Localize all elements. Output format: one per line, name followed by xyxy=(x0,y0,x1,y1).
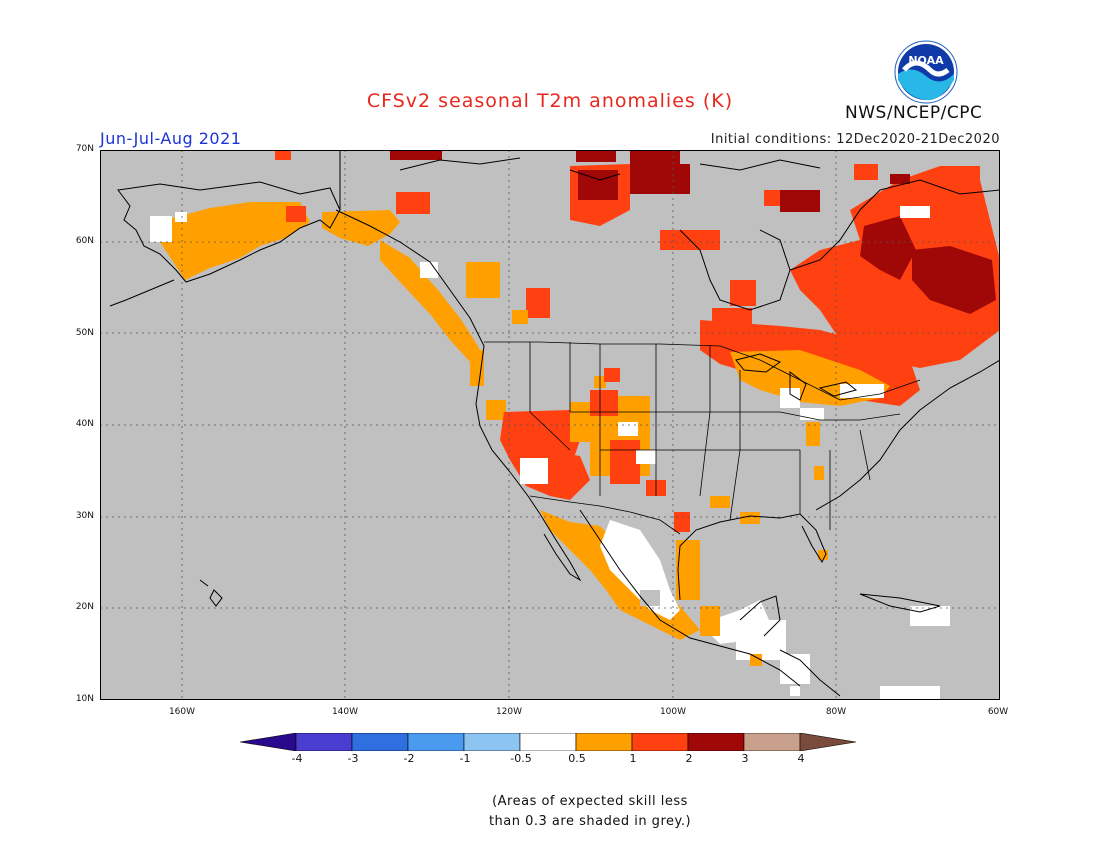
lat-label: 70N xyxy=(75,144,94,154)
skill-note-line1: (Areas of expected skill less xyxy=(492,794,688,809)
colorbar-segment xyxy=(463,733,521,751)
coastlines xyxy=(109,150,1000,697)
agency-label: NWS/NCEP/CPC xyxy=(845,103,983,123)
colorbar-segment xyxy=(631,733,689,751)
colorbar-label: -1 xyxy=(459,752,471,765)
colorbar-segment xyxy=(687,733,745,751)
colorbar-label: -0.5 xyxy=(510,752,532,765)
colorbar-label: -3 xyxy=(347,752,359,765)
lon-label: 160W xyxy=(168,707,196,717)
lat-label: 30N xyxy=(75,511,94,521)
borders xyxy=(484,341,921,535)
colorbar-label: 4 xyxy=(797,752,805,765)
lon-label: 100W xyxy=(659,707,687,717)
colorbar-segment xyxy=(743,733,801,751)
colorbar-label: -4 xyxy=(291,752,303,765)
colorbar-label: 2 xyxy=(685,752,693,765)
colorbar-label: 0.5 xyxy=(568,752,586,765)
colorbar-label: -2 xyxy=(403,752,415,765)
lat-label: 50N xyxy=(75,328,94,338)
colorbar-segment xyxy=(351,733,409,751)
colorbar-arrow-high xyxy=(799,733,857,751)
lon-label: 140W xyxy=(331,707,359,717)
colorbar-label: 3 xyxy=(741,752,749,765)
colorbar-segment xyxy=(575,733,633,751)
lat-label: 40N xyxy=(75,419,94,429)
lon-label: 120W xyxy=(495,707,523,717)
colorbar-segment xyxy=(295,733,353,751)
colorbar xyxy=(240,733,857,751)
skill-note: (Areas of expected skill less than 0.3 a… xyxy=(440,792,740,832)
colorbar-segment xyxy=(407,733,465,751)
lat-label: 60N xyxy=(75,236,94,246)
initial-conditions-label: Initial conditions: 12Dec2020-21Dec2020 xyxy=(710,132,1000,147)
anomaly-map xyxy=(100,150,1000,700)
noaa-logo: NOAA xyxy=(894,40,958,104)
lon-label: 80W xyxy=(825,707,847,717)
colorbar-label: 1 xyxy=(629,752,637,765)
lat-label: 20N xyxy=(75,602,94,612)
logo-text: NOAA xyxy=(908,54,944,67)
lon-label: 60W xyxy=(987,707,1009,717)
colorbar-segment xyxy=(519,733,577,751)
season-label: Jun-Jul-Aug 2021 xyxy=(100,129,242,148)
skill-note-line2: than 0.3 are shaded in grey.) xyxy=(488,814,692,829)
chart-title: CFSv2 seasonal T2m anomalies (K) xyxy=(366,90,734,112)
lat-label: 10N xyxy=(75,694,94,704)
graticule xyxy=(100,150,1000,700)
colorbar-arrow-low xyxy=(240,733,297,751)
anomaly-patches xyxy=(150,150,1000,700)
